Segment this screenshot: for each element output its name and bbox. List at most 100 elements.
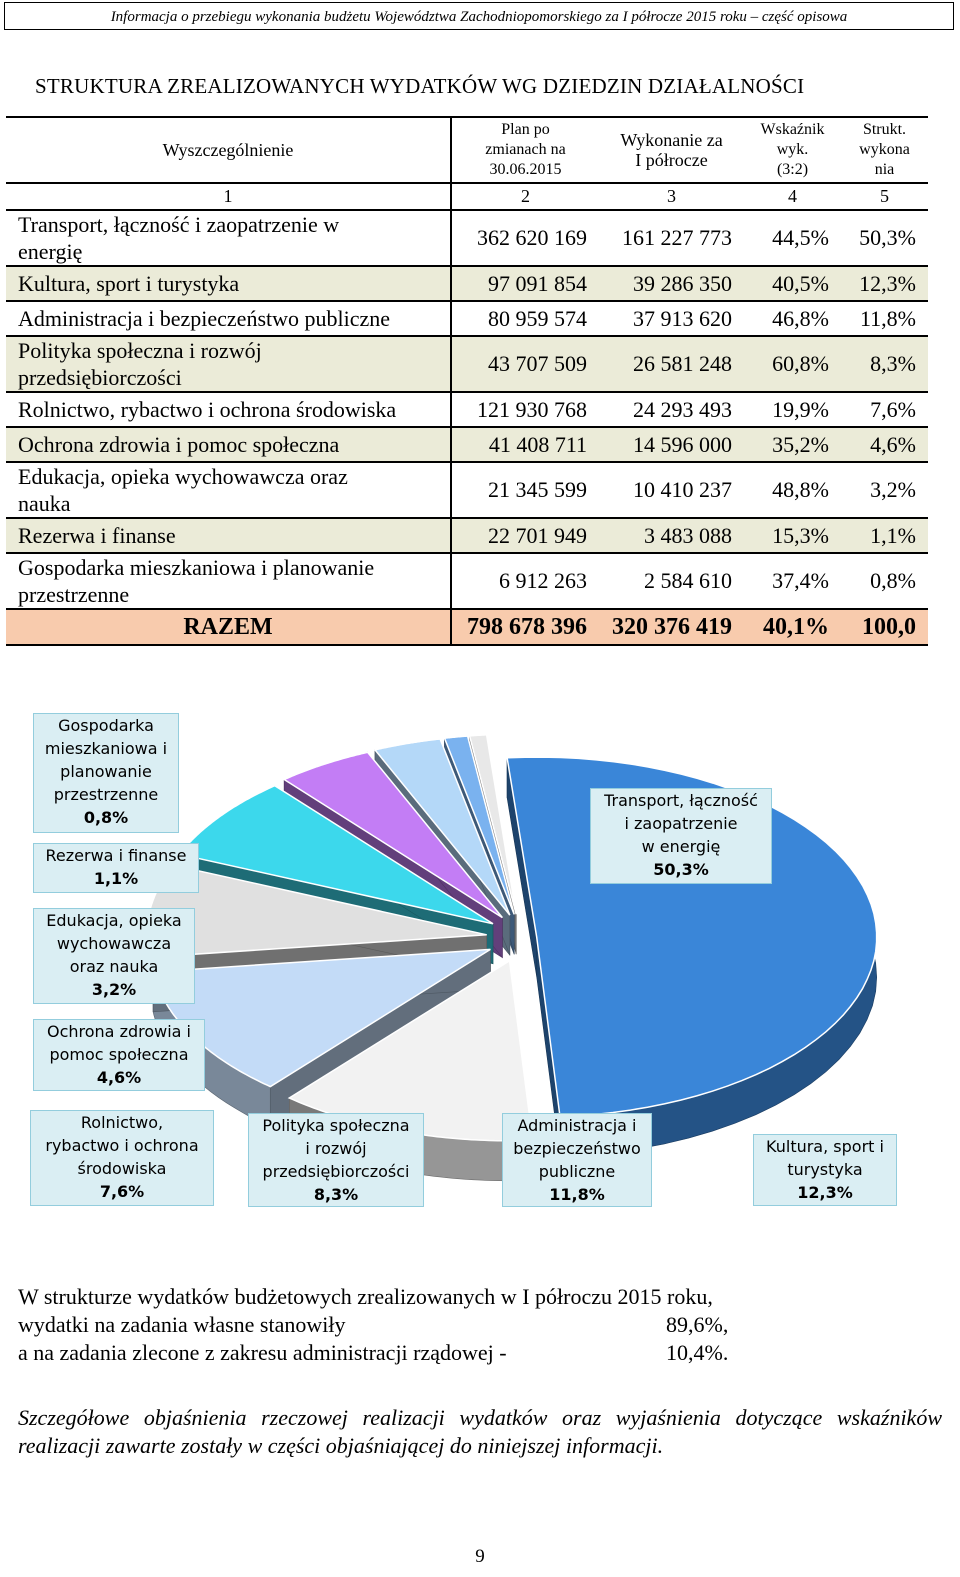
- pie-chart: [145, 734, 878, 1182]
- row-name: Edukacja, opieka wychowawcza oraz nauka: [6, 462, 452, 519]
- total-plan: 798 678 396: [451, 609, 599, 646]
- label-rezerwa: Rezerwa i finanse 1,1%: [33, 843, 199, 893]
- summary-value: 10,4%.: [666, 1340, 729, 1365]
- total-label: RAZEM: [6, 609, 452, 646]
- row-struct: 0,8%: [841, 553, 928, 610]
- row-name-line: energię: [18, 239, 83, 264]
- row-name: Ochrona zdrowia i pomoc społeczna: [6, 427, 452, 463]
- label-line: planowanie: [60, 762, 152, 781]
- summary-text: a na zadania zlecone z zakresu administr…: [18, 1340, 507, 1365]
- row-exec: 37 913 620: [599, 301, 744, 337]
- label-line: Administracja i: [517, 1116, 637, 1135]
- table-row: Edukacja, opieka wychowawcza oraz nauka 21…: [6, 462, 928, 519]
- row-struct: 12,3%: [841, 266, 928, 302]
- label-percent: 4,6%: [96, 1068, 142, 1087]
- label-percent: 50,3%: [653, 860, 709, 879]
- row-ratio: 46,8%: [744, 301, 841, 337]
- header-plan: Plan po zmianach na 30.06.2015: [451, 116, 599, 184]
- label-percent: 7,6%: [99, 1182, 145, 1201]
- row-struct: 7,6%: [841, 392, 928, 428]
- row-ratio: 48,8%: [744, 462, 841, 519]
- label-line: pomoc społeczna: [49, 1045, 189, 1064]
- row-ratio: 15,3%: [744, 518, 841, 554]
- document-header: Informacja o przebiegu wykonania budżetu…: [4, 2, 954, 30]
- row-exec: 24 293 493: [599, 392, 744, 428]
- row-name-line: Administracja i bezpieczeństwo publiczne: [18, 306, 391, 331]
- header-exec-line: Wykonanie za: [620, 130, 723, 150]
- total-struct: 100,0: [841, 609, 928, 646]
- row-ratio: 44,5%: [744, 210, 841, 267]
- summary-line-1: W strukturze wydatków budżetowych zreali…: [18, 1284, 713, 1309]
- row-plan: 43 707 509: [451, 336, 599, 393]
- row-name-line: przedsiębiorczości: [18, 365, 182, 390]
- header-exec: Wykonanie za I półrocze: [599, 116, 744, 184]
- row-name: Transport, łączność i zaopatrzenie w ener…: [6, 210, 452, 267]
- col-number: 4: [744, 183, 841, 211]
- row-name: Rezerwa i finanse: [6, 518, 452, 554]
- page-number: 9: [475, 1546, 485, 1567]
- column-number-row: 1 2 3 4 5: [6, 183, 928, 211]
- label-percent: 3,2%: [91, 980, 137, 999]
- row-struct: 50,3%: [841, 210, 928, 267]
- pie-slice: [373, 738, 511, 916]
- row-plan: 22 701 949: [451, 518, 599, 554]
- table-header-row: Wyszczególnienie Plan po zmianach na 30.…: [6, 116, 928, 184]
- label-line: Transport, łączność: [604, 791, 758, 810]
- table-row: Rezerwa i finanse 22 701 949 3 483 088 15,3…: [6, 518, 928, 554]
- col-number: 5: [841, 183, 928, 211]
- header-ratio-line: Wskaźnik: [760, 121, 825, 138]
- row-struct: 3,2%: [841, 462, 928, 519]
- row-name: Rolnictwo, rybactwo i ochrona środowiska: [6, 392, 452, 428]
- header-struct-line: Strukt.: [862, 121, 907, 138]
- table-row: Administracja i bezpieczeństwo publiczne…: [6, 301, 928, 337]
- row-name: Administracja i bezpieczeństwo publiczne: [6, 301, 452, 337]
- table-row: Transport, łączność i zaopatrzenie w ener…: [6, 210, 928, 267]
- expenditure-table: Wyszczególnienie Plan po zmianach na 30.…: [6, 116, 928, 646]
- row-plan: 80 959 574: [451, 301, 599, 337]
- header-ratio-line: wyk.: [776, 141, 809, 158]
- col-number: 3: [599, 183, 744, 211]
- row-name-line: Ochrona zdrowia i pomoc społeczna: [18, 432, 340, 457]
- pie-slice: [443, 735, 515, 915]
- section-title: STRUKTURA ZREALIZOWANYCH WYDATKÓW WG DZI…: [35, 74, 805, 98]
- row-plan: 6 912 263: [451, 553, 599, 610]
- table-row: Ochrona zdrowia i pomoc społeczna 41 408 …: [6, 427, 928, 463]
- summary-line-2: wydatki na zadania własne stanowiły 89,6…: [18, 1311, 728, 1339]
- table-row: Gospodarka mieszkaniowa i planowanie prze…: [6, 553, 928, 610]
- label-line: i zaopatrzenie: [624, 814, 738, 833]
- label-line: publiczne: [538, 1162, 616, 1181]
- label-administracja: Administracja i bezpieczeństwo publiczne…: [502, 1113, 652, 1207]
- row-exec: 2 584 610: [599, 553, 744, 610]
- label-rolnictwo: Rolnictwo, rybactwo i ochrona środowiska…: [30, 1110, 214, 1206]
- label-line: Edukacja, opieka: [46, 911, 182, 930]
- label-line: Ochrona zdrowia i: [46, 1022, 191, 1041]
- row-exec: 3 483 088: [599, 518, 744, 554]
- label-percent: 12,3%: [797, 1183, 853, 1202]
- row-name: Gospodarka mieszkaniowa i planowanie prze…: [6, 553, 452, 610]
- label-line: bezpieczeństwo: [513, 1139, 641, 1158]
- pie-slice: [282, 751, 503, 919]
- label-line: Gospodarka: [58, 716, 154, 735]
- label-line: oraz nauka: [69, 957, 159, 976]
- row-struct: 8,3%: [841, 336, 928, 393]
- pie-slice: [468, 734, 517, 915]
- row-ratio: 60,8%: [744, 336, 841, 393]
- row-name-line: Polityka społeczna i rozwój: [18, 338, 262, 363]
- header-ratio-line: (3:2): [776, 161, 809, 178]
- label-polityka: Polityka społeczna i rozwój przedsiębior…: [248, 1113, 424, 1207]
- row-exec: 10 410 237: [599, 462, 744, 519]
- row-name-line: przestrzenne: [18, 582, 130, 607]
- label-gospodarka: Gospodarka mieszkaniowa i planowanie prz…: [33, 713, 179, 833]
- label-line: turystyka: [787, 1160, 863, 1179]
- row-ratio: 35,2%: [744, 427, 841, 463]
- row-struct: 11,8%: [841, 301, 928, 337]
- row-plan: 121 930 768: [451, 392, 599, 428]
- row-name-line: Edukacja, opieka wychowawcza oraz: [18, 464, 348, 489]
- header-struct-line: nia: [874, 161, 895, 178]
- label-percent: 8,3%: [313, 1185, 359, 1204]
- label-line: wychowawcza: [56, 934, 172, 953]
- label-line: w energię: [641, 837, 721, 856]
- table-row: Rolnictwo, rybactwo i ochrona środowiska…: [6, 392, 928, 428]
- row-plan: 21 345 599: [451, 462, 599, 519]
- row-exec: 161 227 773: [599, 210, 744, 267]
